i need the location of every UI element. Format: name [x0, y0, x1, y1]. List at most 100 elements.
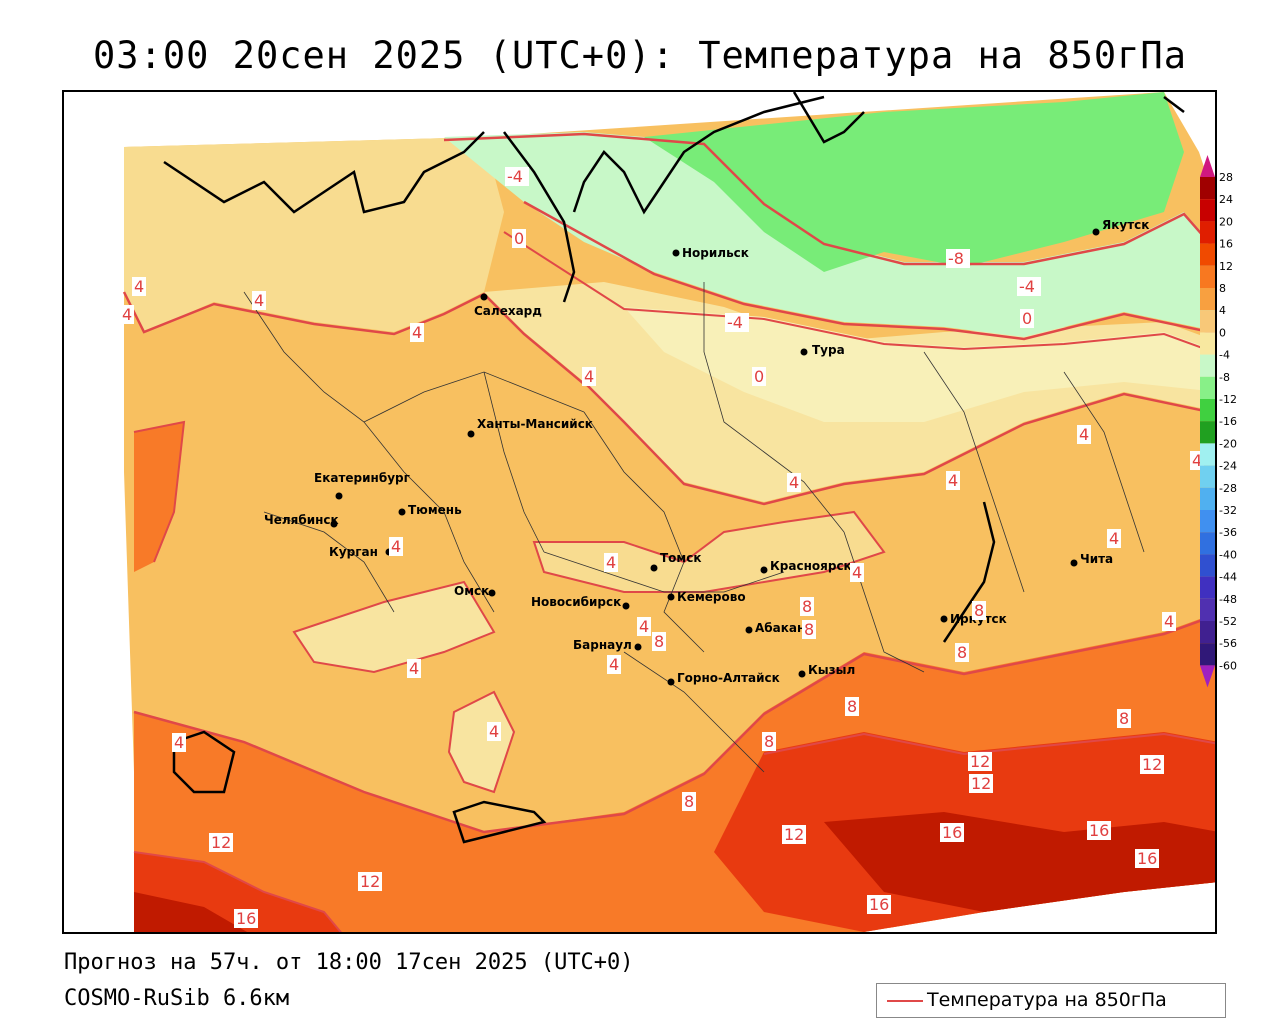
isotherm-label: 16 [236, 909, 256, 928]
city-label: Екатеринбург [314, 471, 410, 485]
map-frame[interactable]: Норильск Якутск Салехард Тура Ханты-Мансийск… [62, 90, 1217, 934]
isotherm-label: 0 [1022, 309, 1032, 328]
isotherm-label-bg [132, 277, 146, 296]
city-marker [330, 520, 338, 528]
colorbar-cell [1200, 376, 1215, 399]
isotherm-label-bg [582, 367, 596, 386]
isotherm-label: 8 [957, 643, 967, 662]
colorbar-tick-label: -12 [1219, 393, 1237, 406]
isotherm-label-bg [652, 632, 666, 651]
colorbar-tick-label: 16 [1219, 238, 1233, 251]
isotherm-label-bg [407, 659, 421, 678]
city-label: Тюмень [408, 503, 462, 517]
colorbar-tick-label: -44 [1219, 571, 1237, 584]
isotherm-label-bg [505, 167, 529, 186]
isotherm-label: 8 [654, 632, 664, 651]
city-marker [940, 615, 948, 623]
isotherm-label-bg [389, 537, 403, 556]
isotherm-label: 4 [584, 367, 594, 386]
colorbar-cell [1200, 310, 1215, 333]
city-marker [335, 492, 343, 500]
isotherm-lines [122, 132, 1215, 932]
city-marker [798, 670, 806, 678]
colorbar-cell [1200, 265, 1215, 288]
isotherm-label: -4 [727, 313, 743, 332]
isotherm-label-bg [752, 367, 766, 386]
isotherm-label: 16 [869, 895, 889, 914]
isotherm-label: 4 [1109, 529, 1119, 548]
isotherm-label-bg [969, 774, 993, 793]
isotherm-label-bg [867, 895, 891, 914]
city-label: Ханты-Мансийск [477, 417, 593, 431]
isotherm-label-bg [782, 825, 806, 844]
isotherm-label: 8 [802, 597, 812, 616]
city-marker [1092, 228, 1100, 236]
isotherm-label-bg [252, 291, 266, 310]
isotherm-label-bg [845, 697, 859, 716]
city-marker [667, 593, 675, 601]
isotherm-label-bg [234, 909, 258, 928]
city-marker [650, 564, 658, 572]
isotherm-label-bg [172, 733, 186, 752]
city-marker [622, 602, 630, 610]
city-label: Чита [1080, 552, 1113, 566]
colorbar-cell [1200, 288, 1215, 311]
city-marker [634, 643, 642, 651]
city-label: Абакан [755, 621, 805, 635]
isotherm-label-bg [1140, 755, 1164, 774]
colorbar-cell [1200, 332, 1215, 355]
isotherm-label-bg [209, 833, 233, 852]
isotherm-label-bg [968, 752, 992, 771]
city-marker [1070, 559, 1078, 567]
isotherm-label: 4 [122, 305, 132, 324]
colorbar-tick-label: -48 [1219, 593, 1237, 606]
isotherm-label: 4 [412, 323, 422, 342]
city-label: Тура [812, 343, 845, 357]
city-label: Кемерово [677, 590, 746, 604]
colorbar-cell [1200, 643, 1215, 666]
isotherm-label: 4 [606, 553, 616, 572]
colorbar-cell [1200, 243, 1215, 266]
isotherm-label: 8 [1119, 709, 1129, 728]
colorbar-tick-label: 24 [1219, 193, 1233, 206]
isotherm-label-bg [762, 732, 776, 751]
isotherm-label: 16 [942, 823, 962, 842]
isotherm-label: 12 [1142, 755, 1162, 774]
colorbar-cell [1200, 621, 1215, 644]
isotherm-label: 4 [174, 733, 184, 752]
city-label: Красноярск [770, 559, 852, 573]
isotherm-label: 12 [970, 752, 990, 771]
isotherm-label: 8 [847, 697, 857, 716]
isotherm-label: 4 [134, 277, 144, 296]
colorbar-cell [1200, 399, 1215, 422]
colorbar-cell [1200, 510, 1215, 533]
city-marker [667, 678, 675, 686]
isotherm-label-bg [940, 823, 964, 842]
isotherm-label-bg [410, 323, 424, 342]
colorbar-cell [1200, 598, 1215, 621]
colorbar-bottom-arrow [1200, 665, 1215, 688]
isotherm-label: 4 [489, 722, 499, 741]
isotherm-label: -8 [948, 249, 964, 268]
colorbar-cell [1200, 576, 1215, 599]
isotherm-label-bg [725, 313, 749, 332]
colorbar-tick-label: -4 [1219, 349, 1230, 362]
isotherm-label: 16 [1089, 821, 1109, 840]
isotherm-label-bg [682, 792, 696, 811]
colorbar-tick-label: -40 [1219, 548, 1237, 561]
city-marker [760, 566, 768, 574]
colorbar-tick-label: -8 [1219, 371, 1230, 384]
isotherm-label: 4 [789, 473, 799, 492]
colorbar-cell [1200, 554, 1215, 577]
isotherm-label: 4 [1079, 425, 1089, 444]
colorbar-cell [1200, 443, 1215, 466]
forecast-info: Прогноз на 57ч. от 18:00 17сен 2025 (UTC… [64, 950, 634, 975]
isotherm-label: 4 [391, 537, 401, 556]
colorbar-tick-label: -16 [1219, 415, 1237, 428]
colorbar-tick-label: 28 [1219, 171, 1233, 184]
isotherm-label-bg [972, 601, 986, 620]
city-marker [467, 430, 475, 438]
isotherm-label: 4 [254, 291, 264, 310]
coastlines [163, 92, 1185, 844]
colorbar-tick-label: -20 [1219, 437, 1237, 450]
